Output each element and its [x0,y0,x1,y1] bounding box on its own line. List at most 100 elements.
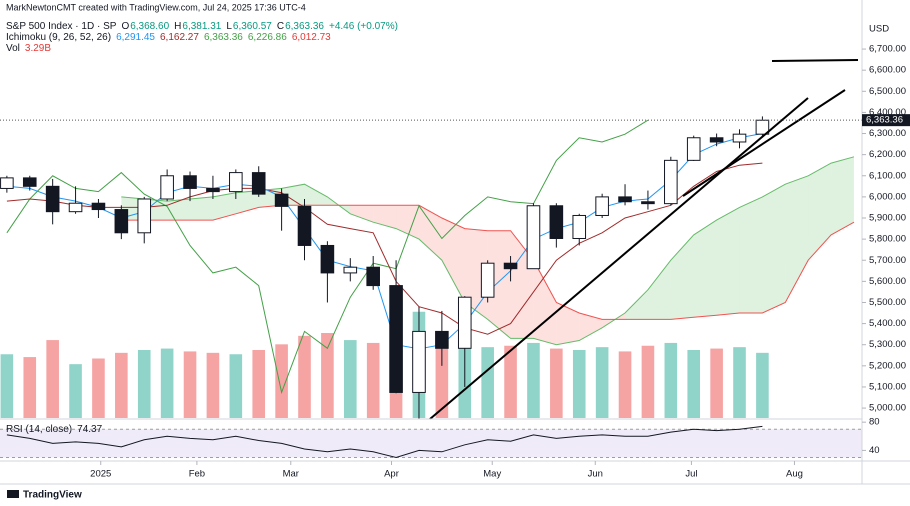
cloud-segment [556,302,580,345]
indicator-value: 74.37 [77,424,102,435]
ohlc-label: C [277,21,284,32]
volume-bar [595,347,609,418]
y-tick-label: 5,400.00 [869,318,906,329]
cloud-segment [625,289,648,320]
ohlc-label: H [174,21,181,32]
x-tick-label: May [483,469,501,480]
y-tick-label: 6,700.00 [869,44,906,55]
candle-body [389,285,403,393]
candle-body [45,185,60,213]
currency: USD [869,24,889,35]
indicator-value: 6,012.73 [292,32,331,43]
y-tick-label: 5,300.00 [869,339,906,350]
candle-body [595,196,609,216]
indicator-value: 3.29B [25,43,51,54]
volume-bar [527,342,540,418]
candle-body [549,205,564,239]
y-tick-label: 6,300.00 [869,128,906,139]
ohlc-label: O [121,21,129,32]
candle-body [503,262,518,270]
cloud-segment [167,198,191,221]
trend-line [682,89,846,197]
volume-layer [0,297,769,418]
volume-bar [733,347,746,418]
legend-row: Ichimoku (9, 26, 52, 26) 6,291.45 6,162.27… [6,32,331,43]
cloud-segment [304,184,328,206]
indicator-value: 6,363.36 [204,32,243,43]
cloud-segment [212,192,236,221]
candle-body [709,137,724,143]
lagging-line [6,119,649,395]
volume-bar [504,345,517,418]
last-price-label: 6,363.36 [866,115,903,126]
rsi-legend: RSI (14, close) 74.37 [6,424,103,435]
candle-body [0,177,14,189]
change: +4.46 (+0.07%) [329,21,398,32]
cloud-segment [350,205,374,223]
cloud-segment [647,260,671,320]
volume-bar [206,352,220,418]
volume-bar [710,348,723,418]
volume-bar [115,352,128,418]
legend-row: Vol 3.29B [6,43,51,54]
volume-bar [252,350,266,418]
indicator-value: 6,226.86 [248,32,287,43]
indicator-layer [6,119,855,395]
legend-row: S&P 500 Index · 1D · SP O6,368.60 H6,381.3… [6,21,398,32]
volume-bar [229,354,243,418]
cloud-segment [693,220,717,318]
cloud-segment [533,260,557,345]
indicator-name: Ichimoku (9, 26, 52, 26) [6,32,111,43]
y-tick-label: 6,200.00 [869,149,906,160]
ohlc-value: 6,360.57 [233,21,272,32]
legend-title: S&P 500 Index · 1D · SP [6,21,117,32]
volume-bar [137,350,151,418]
ohlc-value: 6,363.36 [285,21,324,32]
y-tick-label: 6,600.00 [869,65,906,76]
x-tick-label: Mar [283,469,299,480]
ohlc-value: 6,381.31 [182,21,221,32]
candle-body [641,201,655,205]
candle-body [457,296,472,349]
volume-bar [481,347,494,418]
candle-body [618,196,632,203]
candle-body [343,266,358,274]
candle-body [366,266,380,287]
candle-body [137,198,152,234]
footer: TradingView [7,490,82,501]
rsi-tick-label: 80 [869,417,880,428]
cloud-segment [716,207,740,316]
y-tick-label: 5,600.00 [869,276,906,287]
y-tick-label: 5,200.00 [869,360,906,371]
cloud-segment [762,184,786,314]
cloud-segment [235,190,259,214]
volume-bar [687,350,701,418]
cloud-segment [808,163,832,261]
cloud-segment [739,196,763,314]
candle-body [480,262,495,298]
trend-line [429,97,809,420]
candle-body [412,330,426,393]
candle-body [297,205,312,246]
last-price-tag [862,114,910,127]
x-tick-label: 2025 [90,469,111,480]
volume-bar [572,350,586,418]
cloud-segment [373,205,397,229]
x-tick-label: Apr [384,469,399,480]
volume-bar [46,340,59,418]
candle-body [251,172,266,195]
candle-body [274,193,289,207]
logo-mark [7,490,19,498]
candle-body [686,137,701,161]
y-tick-label: 6,400.00 [869,107,906,118]
lead-a-line [121,156,855,346]
candle-body [229,172,243,193]
volume-bar [343,340,357,418]
candle-body [183,175,197,189]
legend: MarkNewtonCMT created with TradingView.c… [6,2,398,53]
candle-body [732,133,747,143]
x-tick-label: Feb [189,469,205,480]
